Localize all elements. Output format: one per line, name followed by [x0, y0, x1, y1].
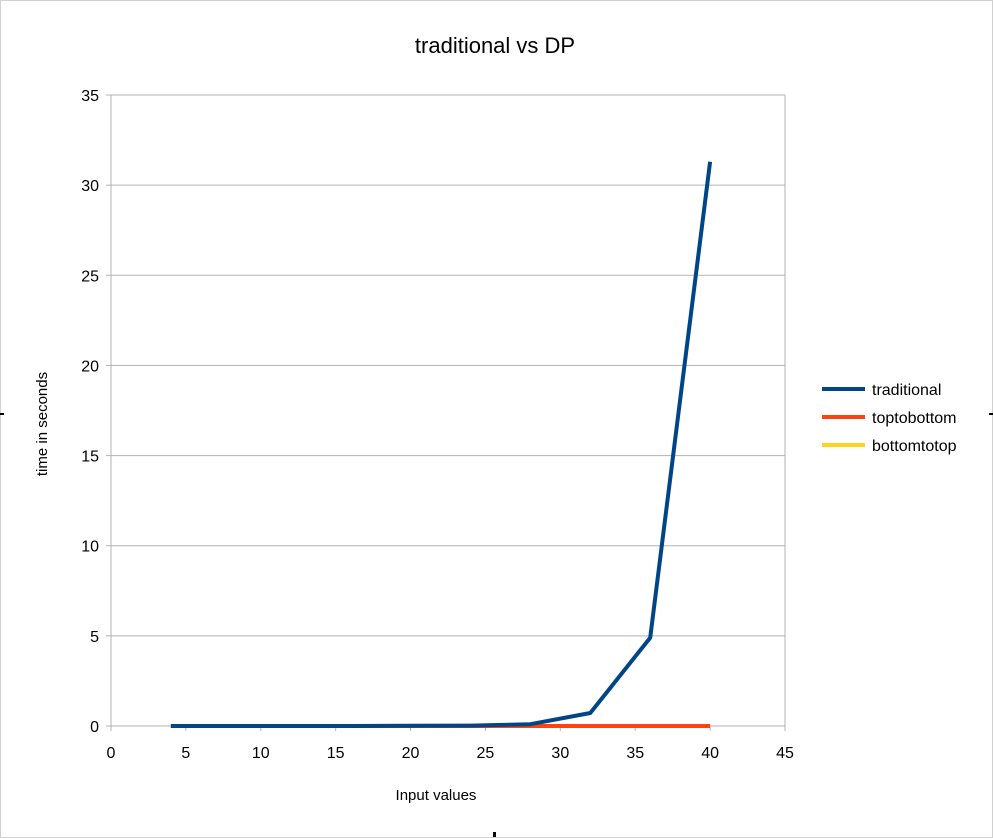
- y-tick-label: 15: [81, 449, 99, 466]
- gridlines: [111, 94, 785, 637]
- x-tick-label: 0: [107, 745, 116, 762]
- legend-label: traditional: [872, 382, 941, 399]
- frame-handle-left: [0, 413, 4, 415]
- y-tick-label: 35: [81, 88, 99, 105]
- x-tick-label: 15: [327, 745, 345, 762]
- x-tick-label: 5: [181, 745, 190, 762]
- y-tick-labels: 0 5 10 15 20 25 30 35: [81, 88, 99, 736]
- y-tick-label: 30: [81, 178, 99, 195]
- x-tick-label: 40: [701, 745, 719, 762]
- series-line-traditional: [170, 161, 713, 728]
- y-tick-label: 20: [81, 358, 99, 375]
- legend-label: bottomtotop: [872, 438, 957, 455]
- y-tick-label: 0: [90, 719, 99, 736]
- y-tick-label: 5: [90, 629, 99, 646]
- x-tick-label: 30: [551, 745, 569, 762]
- x-axis-label: Input values: [396, 787, 477, 804]
- legend-label: toptobottom: [872, 410, 957, 427]
- x-tick-label: 35: [626, 745, 644, 762]
- series-lines: [170, 161, 713, 728]
- legend: traditional toptobottom bottomtotop: [822, 382, 957, 455]
- y-tick-label: 10: [81, 539, 99, 556]
- x-tick-label: 10: [252, 745, 270, 762]
- y-tick-label: 25: [81, 268, 99, 285]
- x-tick-label: 25: [477, 745, 495, 762]
- frame-handle-bottom: [493, 832, 496, 837]
- frame-handle-right: [989, 413, 993, 415]
- x-tick-label: 45: [776, 745, 794, 762]
- chart-title: traditional vs DP: [415, 33, 575, 58]
- y-axis-label: time in seconds: [34, 372, 51, 476]
- x-tick-label: 20: [402, 745, 420, 762]
- x-tick-labels: 0 5 10 15 20 25 30 35 40 45: [107, 745, 794, 762]
